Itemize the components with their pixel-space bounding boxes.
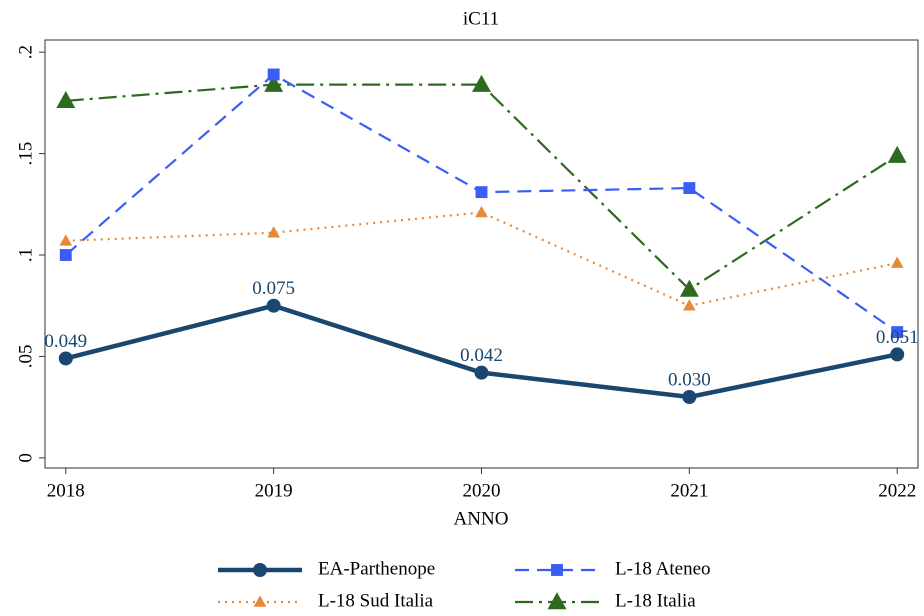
series-line — [65, 83, 898, 291]
marker — [264, 74, 284, 92]
data-label: 0.042 — [460, 345, 503, 366]
legend-label: EA-Parthenope — [318, 558, 435, 579]
x-tick-label: 2020 — [463, 480, 501, 501]
marker — [475, 186, 488, 199]
x-tick-label: 2021 — [670, 480, 708, 501]
marker — [59, 234, 73, 246]
marker — [472, 74, 491, 92]
y-tick-label: .15 — [15, 142, 36, 166]
marker — [56, 90, 76, 109]
legend-label: L-18 Italia — [615, 590, 696, 611]
x-tick-label: 2022 — [878, 480, 916, 501]
marker — [253, 563, 267, 577]
marker — [267, 226, 280, 238]
marker — [682, 390, 697, 405]
chart-title: iC11 — [463, 8, 499, 29]
data-label: 0.049 — [44, 331, 87, 352]
x-tick-label: 2018 — [47, 480, 85, 501]
marker — [59, 249, 72, 261]
marker — [58, 351, 73, 366]
marker — [679, 279, 699, 297]
y-tick-label: .05 — [15, 345, 36, 369]
y-tick-label: 0 — [15, 453, 36, 463]
y-tick-label: .2 — [15, 45, 36, 59]
marker — [887, 145, 907, 163]
data-label: 0.030 — [668, 369, 711, 390]
marker — [890, 347, 905, 362]
marker — [267, 68, 280, 81]
series-line — [65, 211, 898, 307]
x-tick-label: 2019 — [255, 480, 293, 501]
marker — [547, 592, 567, 610]
x-axis-label: ANNO — [454, 508, 509, 529]
marker — [890, 256, 904, 268]
marker — [266, 298, 281, 313]
marker — [891, 326, 904, 339]
series-line — [65, 73, 898, 333]
legend-label: L-18 Sud Italia — [318, 590, 434, 611]
marker — [551, 564, 563, 576]
data-label: 0.051 — [876, 327, 919, 348]
data-label: 0.075 — [252, 278, 295, 299]
marker — [253, 595, 267, 607]
marker — [683, 299, 696, 311]
legend-label: L-18 Ateneo — [615, 558, 711, 579]
marker — [475, 205, 488, 218]
plot-frame — [44, 39, 919, 469]
y-tick-label: .1 — [15, 248, 36, 262]
marker — [683, 182, 696, 195]
marker — [474, 365, 489, 380]
